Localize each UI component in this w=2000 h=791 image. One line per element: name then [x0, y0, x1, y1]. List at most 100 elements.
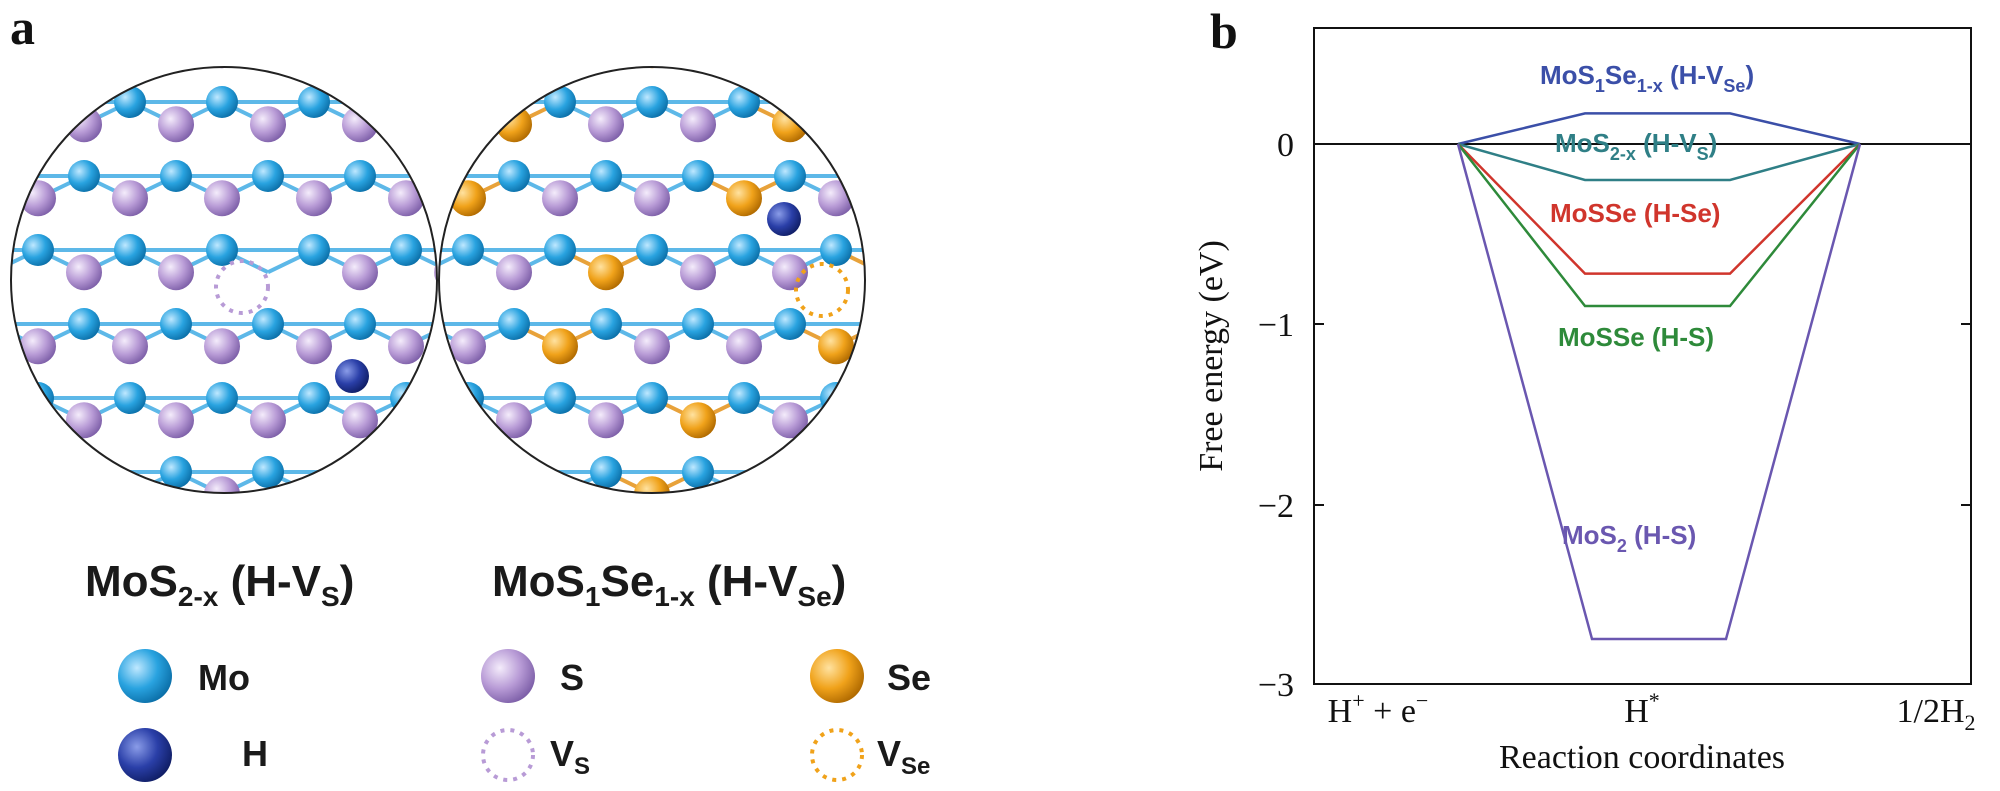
series-line-2 [1457, 143, 1861, 275]
s-atom [450, 67, 486, 69]
y-tick-label-neg2: −2 [1258, 488, 1294, 525]
bond [882, 250, 928, 272]
bond [836, 28, 882, 50]
legend-vs-label: VS [550, 733, 590, 780]
mo-atom [344, 160, 376, 192]
s-atom [496, 254, 532, 291]
bond [405, 100, 437, 127]
s-atom [726, 476, 762, 493]
mo-atom [544, 234, 576, 266]
bond [560, 28, 606, 50]
mo-atom [0, 160, 8, 192]
bond [37, 470, 85, 493]
se-atom [358, 32, 394, 68]
bond [330, 472, 376, 494]
mo-atom [774, 456, 806, 488]
s-atom [296, 180, 332, 217]
s-atom [20, 328, 56, 365]
bond [882, 324, 928, 346]
bond [882, 472, 928, 494]
bond [974, 398, 1020, 420]
panel-a-letter: a [10, 0, 35, 55]
bond [498, 28, 544, 50]
y-axis: 0 −1 −2 −3 Free energy (eV) [1193, 127, 1971, 704]
s-atom [542, 476, 578, 493]
se-atom [864, 254, 865, 291]
mo-atom [298, 86, 330, 118]
series-label-1: MoS2-x (H-VS) [1555, 128, 1717, 164]
mo-atom [452, 86, 484, 118]
mo-atom [406, 456, 438, 488]
mo-atom [544, 382, 576, 414]
legend-s-swatch [481, 649, 535, 703]
mo-atom [314, 12, 346, 44]
s-atom [404, 550, 440, 586]
bond [452, 102, 498, 124]
bond [176, 28, 222, 50]
legend-h-label: H [242, 733, 268, 774]
bond [882, 398, 928, 420]
mo-atom [820, 234, 852, 266]
bond [652, 546, 698, 568]
mo-atom [222, 12, 254, 44]
mo-atom [344, 456, 376, 488]
free-energy-series [1456, 112, 1862, 641]
bond [268, 28, 314, 50]
mo-atom [636, 86, 668, 118]
mo-atom [482, 86, 514, 118]
mo-atom [682, 308, 714, 340]
bond [928, 176, 974, 198]
s-atom [296, 328, 332, 365]
bond [698, 28, 744, 50]
legend-mo-label: Mo [198, 657, 250, 698]
mo-atom [160, 160, 192, 192]
mo-atom [774, 12, 806, 44]
mo-atom [682, 160, 714, 192]
bond [452, 28, 498, 50]
s-atom [864, 402, 865, 439]
atom-legend: Mo S Se H VS VSe [118, 649, 931, 782]
series-label-2: MoSSe (H-Se) [1550, 198, 1720, 228]
mo-atom [68, 456, 100, 488]
mo-atom [206, 86, 238, 118]
s-atom [588, 402, 624, 439]
bond [452, 472, 498, 494]
se-atom [358, 476, 394, 512]
mo-atom [498, 308, 530, 340]
structure-label-mos2-x: MoS2-x (H-VS) [85, 557, 354, 612]
mo-atom [252, 308, 284, 340]
mo-atom [160, 12, 192, 44]
bond [974, 472, 1020, 494]
bond [835, 100, 865, 127]
se-atom [726, 180, 762, 217]
mo-atom [436, 456, 437, 488]
bond [38, 546, 84, 568]
bond [928, 250, 974, 272]
s-atom [158, 106, 194, 143]
s-atom [342, 106, 378, 143]
s-atom [439, 106, 440, 143]
mo-atom [206, 234, 238, 266]
mo-atom [682, 12, 714, 44]
bond [789, 470, 837, 493]
s-atom [342, 254, 378, 291]
s-atom [910, 180, 946, 216]
bond [439, 396, 469, 423]
bond [11, 100, 39, 127]
s-atom [726, 328, 762, 365]
legend-vs-swatch [481, 728, 535, 782]
h-atom [767, 202, 801, 236]
mo-atom [774, 160, 806, 192]
mo-atom [22, 530, 54, 562]
bond [330, 28, 376, 50]
bond [406, 28, 452, 50]
series-line-3 [1457, 143, 1861, 308]
s-atom [388, 328, 424, 365]
s-atom [388, 180, 424, 217]
mo-atom [866, 12, 898, 44]
s-atom [588, 106, 624, 143]
s-atom [0, 402, 10, 438]
s-atom [1002, 476, 1038, 512]
mo-atom [114, 86, 146, 118]
mo-atom [544, 86, 576, 118]
